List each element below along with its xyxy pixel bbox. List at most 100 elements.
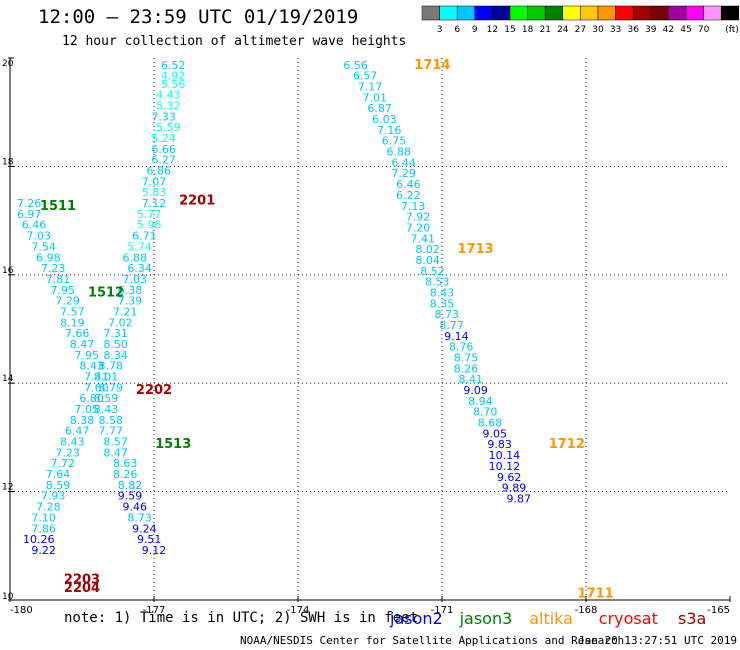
chart-subtitle: 12 hour collection of altimeter wave hei… [62, 34, 407, 49]
wave-height-label: 8.76 [449, 341, 474, 354]
wave-height-label: 4.43 [156, 89, 181, 102]
wave-height-label: 7.07 [142, 175, 167, 188]
wave-height-label: 7.54 [31, 240, 56, 253]
y-tick-label: 16 [2, 266, 14, 276]
wave-height-label: 8.43 [60, 436, 85, 449]
legend-swatch [615, 5, 634, 21]
legend-swatch [456, 5, 476, 21]
wave-height-label: 8.02 [415, 243, 440, 256]
wave-height-label: 6.75 [382, 135, 407, 148]
chart-title: 12:00 – 23:59 UTC 01/19/2019 [38, 6, 359, 28]
legend-tick-label: 39 [645, 25, 657, 35]
wave-height-label: 7.17 [358, 81, 383, 94]
legend-tick-label: 30 [592, 25, 604, 35]
wave-height-label: 8.43 [94, 403, 119, 416]
wave-height-label: 7.77 [99, 425, 124, 438]
mission-label-jason2: jason2 [389, 609, 443, 628]
legend-tick-label: 15 [504, 25, 515, 35]
x-tick-label: -177 [143, 605, 166, 616]
plot-area: -180 -177 -174 -171 -168 -165 10 12 14 16 18 20 [2, 57, 731, 616]
legend-tick-label: 21 [539, 25, 550, 35]
legend-swatch [492, 5, 511, 21]
wave-height-label: 8.53 [425, 276, 450, 289]
time-label: 1512 [88, 285, 124, 300]
wave-height-label: 7.03 [123, 273, 148, 286]
wave-height-label: 8.59 [94, 392, 119, 405]
legend-tick-label: 33 [610, 25, 621, 35]
wave-height-label: 7.81 [46, 273, 71, 286]
wave-height-label: 8.43 [430, 286, 455, 299]
wave-height-label: 8.70 [473, 406, 498, 419]
legend-tick-label: 36 [627, 25, 639, 35]
x-tick-label: -174 [287, 605, 310, 616]
wave-height-label: 8.63 [113, 457, 138, 470]
wave-height-label: 7.21 [113, 305, 138, 318]
wave-height-label: 6.22 [396, 189, 421, 202]
wave-height-label: 9.12 [142, 544, 167, 557]
legend-tick-label: 3 [437, 25, 443, 35]
footer-note: note: 1) Time is in UTC; 2) SWH is in fe… [64, 610, 419, 626]
y-tick-label: 18 [2, 157, 14, 167]
mission-label-s3a: s3a [678, 609, 706, 628]
wave-height-label: 8.26 [454, 362, 479, 375]
legend-swatch [650, 5, 669, 21]
wave-height-label: 9.87 [507, 492, 532, 505]
wave-height-label: 7.28 [36, 501, 61, 514]
footer-timestamp: Jan 20 13:27:51 UTC 2019 [578, 634, 737, 647]
wave-height-label: 6.88 [387, 146, 412, 159]
x-tick-label: -180 [10, 605, 33, 616]
mission-label-altika: altika [529, 609, 573, 628]
mission-label-jason3: jason3 [459, 609, 513, 628]
legend-tick-label: 70 [698, 25, 710, 35]
wave-height-label: 8.04 [415, 254, 440, 267]
legend-unit: (ft) [725, 25, 739, 35]
wave-height-label: 8.41 [459, 373, 484, 386]
time-label: 2203 [64, 573, 100, 588]
wave-height-label: 5.96 [137, 219, 162, 232]
wave-height-label: 5.59 [156, 121, 181, 134]
wave-height-label: 6.87 [367, 102, 392, 115]
time-label: 1714 [414, 58, 450, 73]
wave-height-label: 7.95 [51, 284, 76, 297]
footer-credit: NOAA/NESDIS Center for Satellite Applica… [240, 634, 625, 647]
wave-height-label: 9.46 [123, 501, 148, 514]
x-tick-label: -168 [575, 605, 598, 616]
legend-tick-label: 6 [454, 25, 460, 35]
wave-height-label: 7.60 [84, 381, 109, 394]
legend-swatch [668, 5, 687, 21]
wave-height-label: 7.03 [27, 230, 52, 243]
wave-height-label: 9.24 [132, 522, 157, 535]
wave-height-label: 7.92 [406, 211, 431, 224]
legend-swatch [580, 5, 599, 21]
wave-height-label: 7.31 [103, 327, 128, 340]
wave-height-label: 5.74 [127, 240, 152, 253]
wave-height-label: 9.83 [487, 438, 512, 451]
wave-height-label: 9.62 [497, 471, 522, 484]
time-label: 1712 [549, 437, 585, 452]
legend-swatch [439, 5, 458, 21]
wave-height-label: 7.64 [46, 468, 71, 481]
wave-height-label: 8.78 [99, 360, 124, 373]
legend-swatch [527, 5, 546, 21]
wave-height-label: 9.89 [502, 482, 527, 495]
legend-tick-label: 42 [663, 25, 674, 35]
legend-tick-label: 24 [557, 25, 569, 35]
legend-tick-label: 27 [575, 25, 586, 35]
wave-height-label: 5.83 [142, 186, 167, 199]
legend-tick-label: 45 [680, 25, 691, 35]
wave-height-label: 7.26 [17, 197, 42, 210]
footer: jason2 jason3 altika cryosat s3a [389, 609, 706, 628]
y-tick-label: 10 [2, 592, 14, 602]
wave-height-label: 7.23 [41, 262, 66, 275]
wave-height-label: 7.02 [108, 316, 133, 329]
legend-swatch [544, 5, 564, 21]
wave-height-label: 6.34 [127, 262, 152, 275]
wave-height-label: 8.47 [103, 446, 128, 459]
wave-height-label: 6.71 [132, 230, 157, 243]
legend-tick-label: 9 [472, 25, 478, 35]
wave-height-label: 6.03 [372, 113, 397, 126]
wave-height-label: 8.19 [60, 316, 85, 329]
wave-height-label: 7.33 [151, 110, 176, 123]
legend-swatch [509, 5, 528, 21]
wave-height-label: 7.29 [391, 167, 416, 180]
